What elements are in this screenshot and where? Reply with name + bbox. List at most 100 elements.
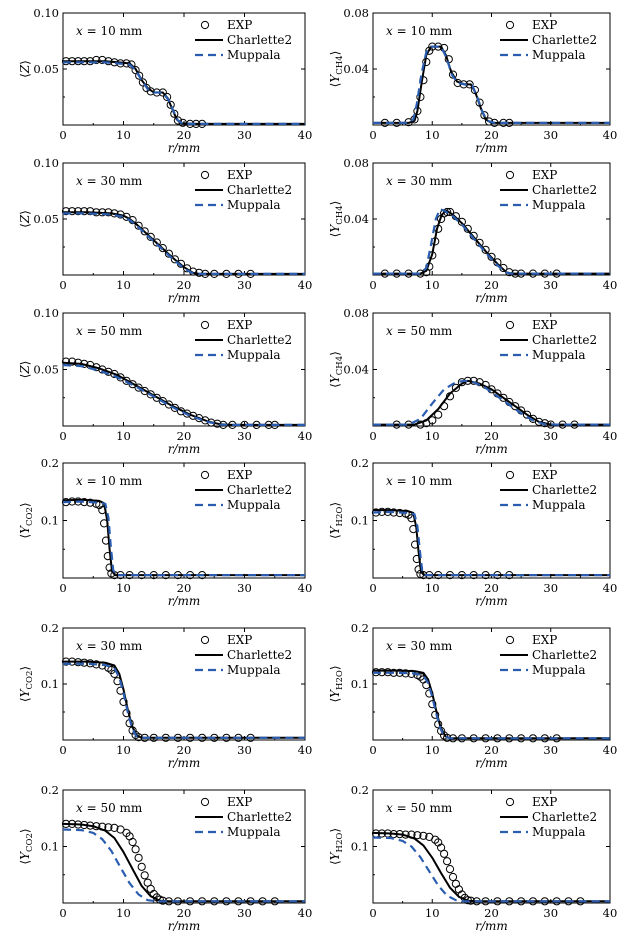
y-tick-label: 0.1: [41, 514, 59, 528]
legend-muppala-label: Muppala: [227, 663, 281, 677]
x-tick-label: 40: [298, 581, 313, 595]
y-tick-label: 0.05: [33, 62, 59, 76]
x-tick-label: 0: [369, 429, 376, 443]
x-tick-label: 20: [484, 429, 499, 443]
x-tick-label: 0: [369, 906, 376, 920]
panel-annotation: x = 50 mm: [386, 801, 453, 815]
x-tick-label: 10: [425, 278, 440, 292]
legend-muppala-label: Muppala: [532, 348, 586, 362]
exp-point: [134, 853, 143, 862]
exp-point: [140, 227, 149, 236]
x-tick-label: 40: [603, 743, 618, 757]
y-axis-label: ⟨YCO2⟩: [18, 828, 35, 864]
legend-charlette2-label: Charlette2: [532, 33, 597, 47]
series-muppala-line: [62, 500, 305, 577]
exp-point: [135, 71, 144, 80]
exp-point: [431, 835, 440, 844]
y-axis-label: ⟨Z⟩: [18, 210, 32, 228]
exp-point: [158, 397, 167, 406]
exp-point: [152, 238, 161, 247]
x-tick-label: 30: [543, 429, 558, 443]
x-tick-label: 10: [425, 429, 440, 443]
series-exp: [61, 207, 255, 278]
exp-point: [140, 871, 149, 880]
y-tick-label: 0.1: [351, 840, 369, 854]
legend-exp-marker: [505, 470, 515, 480]
x-tick-label: 30: [237, 581, 252, 595]
exp-point: [122, 212, 131, 221]
x-tick-label: 20: [177, 906, 192, 920]
exp-point: [163, 92, 172, 102]
y-tick-label: 0.1: [41, 840, 59, 854]
series-exp: [371, 668, 561, 743]
x-tick-label: 10: [116, 278, 131, 292]
series-charlette2-line: [373, 379, 610, 426]
x-tick-label: 0: [59, 906, 66, 920]
legend-exp-label: EXP: [227, 318, 252, 332]
x-tick-label: 10: [116, 429, 131, 443]
y-tick-label: 0.04: [343, 363, 369, 377]
legend-charlette2-label: Charlette2: [227, 483, 292, 497]
exp-point: [428, 416, 437, 425]
x-tick-label: 0: [369, 128, 376, 142]
exp-point: [131, 66, 140, 75]
legend-muppala-label: Muppala: [227, 48, 281, 62]
x-tick-label: 0: [59, 128, 66, 142]
x-tick-label: 0: [369, 581, 376, 595]
y-tick-label: 0.05: [33, 363, 59, 377]
x-tick-label: 20: [484, 906, 499, 920]
legend-muppala-label: Muppala: [532, 825, 586, 839]
series-exp: [61, 497, 207, 580]
legend-charlette2-label: Charlette2: [532, 648, 597, 662]
x-tick-label: 30: [237, 906, 252, 920]
legend-exp-label: EXP: [532, 318, 557, 332]
x-axis-label: r/mm: [168, 756, 201, 770]
exp-point: [86, 207, 95, 216]
legend-exp-marker: [200, 470, 210, 480]
legend-exp-label: EXP: [227, 18, 252, 32]
x-tick-label: 30: [543, 278, 558, 292]
exp-point: [110, 823, 119, 833]
y-tick-label: 0.08: [343, 156, 369, 170]
exp-point: [131, 845, 140, 854]
x-tick-label: 40: [298, 278, 313, 292]
legend-exp-marker: [505, 20, 515, 30]
exp-point: [98, 55, 107, 65]
x-tick-label: 30: [543, 128, 558, 142]
series-charlette2-line: [63, 660, 305, 739]
exp-point: [428, 700, 437, 709]
y-tick-label: 0.2: [41, 456, 59, 470]
chart-panel-5: 0 10 20 30 40 0.05 0.10 r/mm ⟨Z⟩ x = 50 mm EXPChar…: [18, 306, 312, 456]
legend-exp-label: EXP: [532, 633, 557, 647]
exp-point: [146, 390, 155, 399]
x-axis-label: r/mm: [475, 919, 508, 933]
x-tick-label: 0: [59, 278, 66, 292]
legend-exp-marker: [200, 20, 210, 30]
exp-point: [443, 857, 452, 866]
chart-panel-3: 0 10 20 30 40 0.05 0.10 r/mm ⟨Z⟩ x = 30 mm EXPChar…: [18, 156, 312, 305]
legend-charlette2-label: Charlette2: [227, 648, 292, 662]
x-tick-label: 40: [603, 278, 618, 292]
x-tick-label: 40: [603, 581, 618, 595]
y-tick-label: 0.2: [41, 783, 59, 797]
legend-muppala-label: Muppala: [532, 198, 586, 212]
y-tick-label: 0.10: [33, 156, 59, 170]
legend-charlette2-label: Charlette2: [532, 333, 597, 347]
series-charlette2-line: [62, 498, 305, 577]
y-axis-label: ⟨YCH4⟩: [328, 351, 345, 388]
exp-point: [419, 831, 428, 840]
x-tick-label: 20: [177, 128, 192, 142]
exp-point: [451, 383, 460, 392]
exp-point: [440, 849, 449, 858]
legend-exp-label: EXP: [227, 168, 252, 182]
x-tick-label: 0: [59, 581, 66, 595]
y-axis-label: ⟨YCO2⟩: [18, 502, 35, 538]
exp-point: [116, 825, 125, 834]
